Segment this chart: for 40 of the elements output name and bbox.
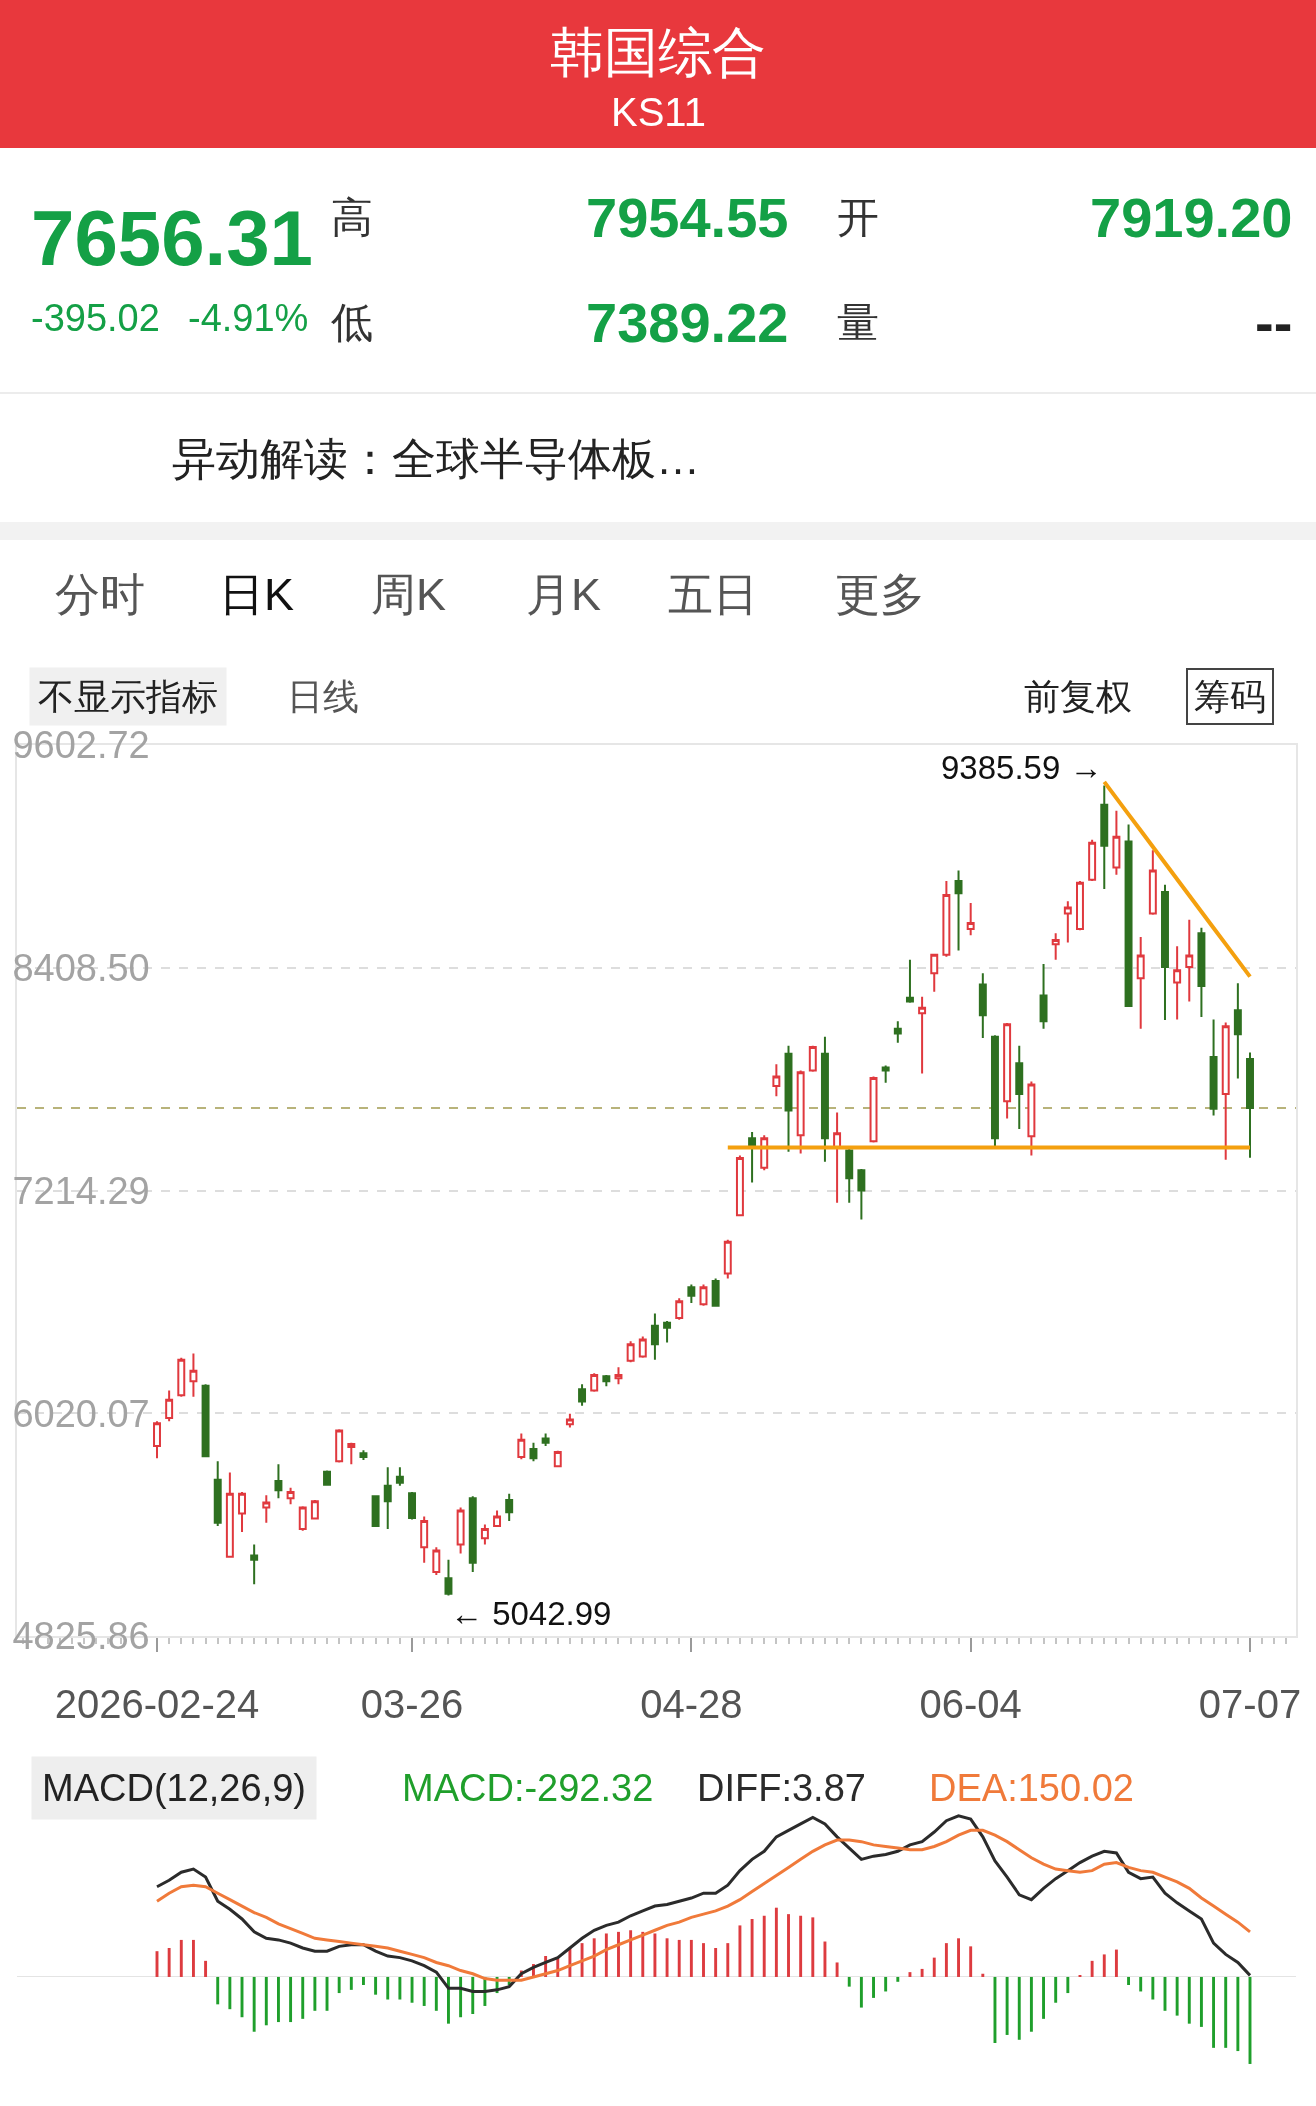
text: -4.91% bbox=[188, 297, 309, 339]
text: 7656.31 bbox=[31, 194, 313, 282]
text: 筹码 bbox=[1194, 676, 1266, 717]
text: 7919.20 bbox=[1090, 186, 1293, 249]
x-tick-label: 04-28 bbox=[640, 1682, 743, 1726]
x-tick-label: 07-07 bbox=[1198, 1682, 1302, 1726]
text: 前复权 bbox=[1024, 676, 1132, 717]
y-tick-label: 6020.07 bbox=[12, 1392, 150, 1435]
text: 分时 bbox=[55, 569, 145, 620]
y-tick-label: 9602.72 bbox=[12, 724, 150, 767]
text: 更多 bbox=[835, 569, 925, 620]
series-label: DEA:150.02 bbox=[929, 1767, 1134, 1809]
text: 开 bbox=[837, 194, 879, 241]
text: 7389.22 bbox=[586, 291, 789, 354]
text: -395.02 bbox=[31, 297, 160, 339]
chart-subtitle: KS11 bbox=[611, 90, 706, 134]
text: 高 bbox=[331, 194, 373, 241]
text: 日K bbox=[219, 569, 295, 620]
x-tick-label: 03-26 bbox=[360, 1682, 464, 1726]
text: 7954.55 bbox=[586, 186, 789, 249]
text: -- bbox=[1255, 291, 1293, 354]
annotation: ← 5042.99 bbox=[450, 1595, 612, 1632]
text: 日线 bbox=[287, 676, 359, 717]
x-tick-label: 2026-02-24 bbox=[54, 1682, 260, 1726]
text: 不显示指标 bbox=[38, 676, 218, 717]
text: 异动解读：全球半导体板… bbox=[172, 434, 700, 483]
x-tick-label: 06-04 bbox=[919, 1682, 1022, 1726]
text: 月K bbox=[526, 569, 602, 620]
chart-title: MACD(12,26,9) bbox=[42, 1767, 306, 1809]
text: MACD:-292.32 bbox=[402, 1767, 654, 1809]
text: 量 bbox=[837, 299, 879, 346]
y-tick-label: 7214.29 bbox=[12, 1169, 150, 1212]
text: 低 bbox=[331, 299, 373, 346]
text: 五日 bbox=[668, 569, 758, 620]
y-tick-label: 4825.86 bbox=[12, 1615, 150, 1658]
text: 周K bbox=[371, 569, 447, 620]
annotation: 9385.59 → bbox=[941, 749, 1103, 786]
chart-title: 韩国综合 bbox=[550, 21, 766, 82]
series-label: DIFF:3.87 bbox=[697, 1767, 866, 1809]
y-tick-label: 8408.50 bbox=[12, 947, 150, 990]
